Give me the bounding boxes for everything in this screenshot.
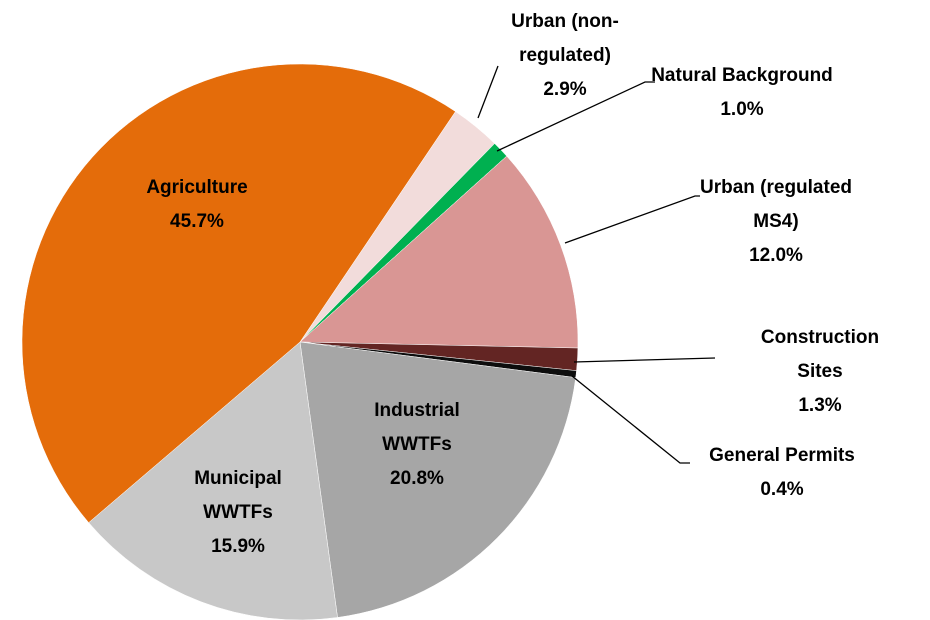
pie-slice [299, 155, 579, 349]
slice-name: Agriculture [146, 177, 248, 198]
leader-line [573, 357, 716, 363]
slice-value: 45.7% [170, 211, 224, 232]
slice-label: Natural Background 1.0% [651, 59, 833, 127]
leader-line [564, 195, 700, 244]
slice-value: 12.0% [749, 245, 803, 266]
leader-line [477, 65, 499, 119]
slice-value: 20.8% [390, 468, 444, 489]
slice-name: Municipal WWTFs [194, 468, 282, 523]
slice-value: 0.4% [760, 479, 804, 500]
slice-label: Agriculture 45.7% [146, 171, 247, 239]
pie-slice [21, 63, 456, 523]
pie-slice [299, 341, 576, 618]
slice-name: Industrial WWTFs [374, 400, 460, 455]
slice-label: Industrial WWTFs 20.8% [374, 394, 460, 496]
slice-name: Natural Background [651, 65, 833, 86]
slice-name: General Permits [709, 445, 855, 466]
slice-name: Construction Sites [760, 327, 880, 382]
slice-label: Urban (non- regulated) 2.9% [511, 5, 619, 107]
leader-line [496, 81, 655, 152]
slice-label: Construction Sites 1.3% [761, 321, 879, 423]
slice-label: Municipal WWTFs 15.9% [194, 462, 282, 564]
slice-value: 2.9% [543, 79, 587, 100]
slice-label: Urban (regulated MS4) 12.0% [700, 171, 852, 273]
leader-line [571, 375, 690, 464]
slice-value: 1.3% [798, 395, 842, 416]
slice-value: 1.0% [720, 99, 764, 120]
slice-name: Urban (regulated MS4) [699, 177, 853, 232]
slice-value: 15.9% [211, 536, 265, 557]
slice-label: General Permits 0.4% [709, 439, 855, 507]
slice-name: Urban (non- regulated) [511, 11, 619, 66]
